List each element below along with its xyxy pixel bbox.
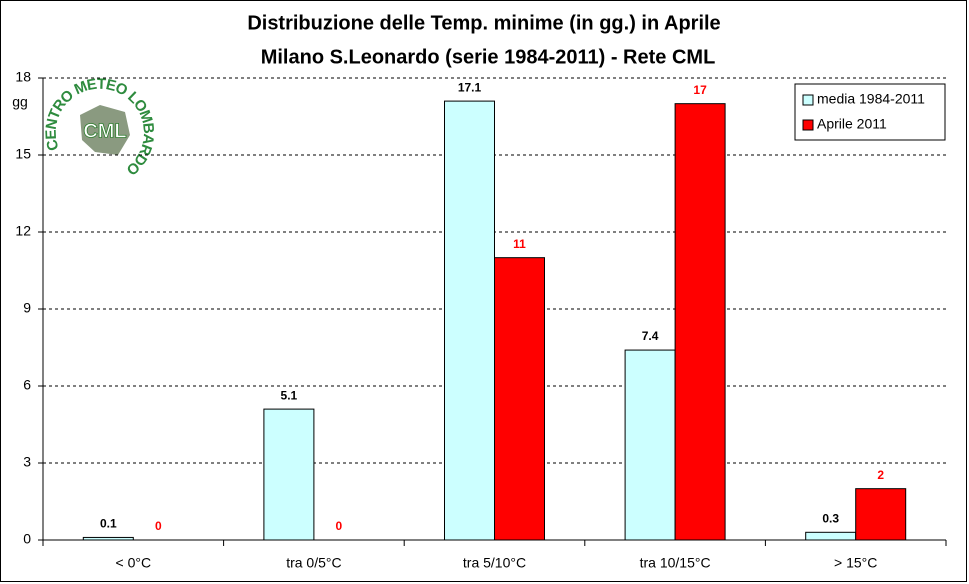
legend-box: [794, 83, 946, 141]
x-tick-label: tra 0/5°C: [286, 555, 341, 571]
bar: [805, 531, 857, 541]
legend-label: media 1984-2011: [817, 91, 925, 107]
legend-swatch: [802, 94, 814, 106]
x-tick-label: > 15°C: [834, 555, 877, 571]
value-label: 0.3: [822, 511, 839, 525]
legend-swatch: [802, 119, 814, 131]
value-label: 17: [693, 83, 707, 97]
y-tick-label: 18: [15, 69, 31, 85]
x-tick-label: tra 10/15°C: [640, 555, 711, 571]
y-tick-label: 12: [15, 223, 31, 239]
value-label: 0: [336, 519, 343, 533]
y-tick-label: 15: [15, 146, 31, 162]
bar: [855, 488, 907, 541]
y-axis-label: gg: [12, 94, 28, 110]
bar: [444, 100, 495, 541]
value-label: 0.1: [100, 517, 117, 531]
value-label: 11: [513, 237, 526, 251]
value-label: 2: [877, 468, 884, 482]
logo-center: CML: [83, 120, 126, 142]
logo-shape: [80, 105, 130, 155]
value-label: 0: [155, 519, 162, 533]
value-label: 17.1: [458, 80, 482, 94]
y-tick-label: 9: [23, 300, 31, 316]
bar: [494, 257, 545, 541]
bar: [263, 408, 315, 541]
y-tick-label: 6: [23, 377, 31, 393]
x-tick-label: < 0°C: [116, 555, 152, 571]
bar: [624, 349, 676, 541]
y-tick-label: 3: [23, 454, 31, 470]
bar: [674, 103, 726, 541]
legend-label: Aprile 2011: [817, 116, 887, 132]
value-label: 7.4: [642, 329, 659, 343]
y-tick-label: 0: [23, 531, 31, 547]
value-label: 5.1: [281, 388, 298, 402]
x-tick-label: tra 5/10°C: [463, 555, 526, 571]
chart-title: Distribuzione delle Temp. minime (in gg.…: [247, 12, 720, 34]
chart-subtitle: Milano S.Leonardo (serie 1984-2011) - Re…: [261, 46, 716, 68]
